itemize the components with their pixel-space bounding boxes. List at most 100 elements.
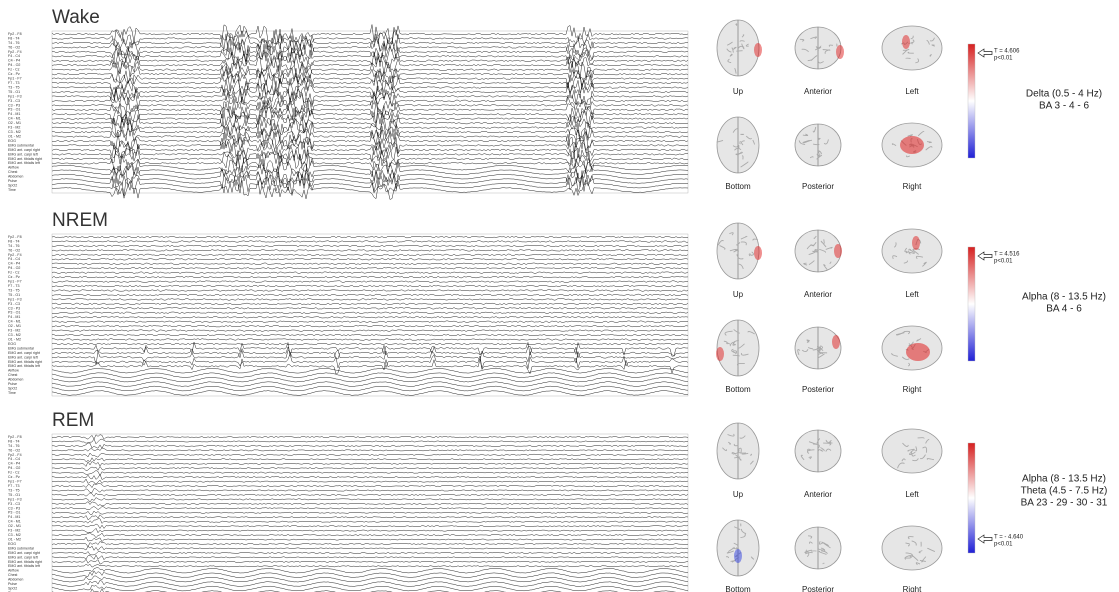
eeg-trace (52, 290, 688, 292)
activation (836, 45, 844, 59)
eeg-trace (52, 439, 688, 444)
channel-label: T3 - T5 (8, 288, 20, 292)
view-label: Anterior (804, 87, 832, 96)
eeg-trace (52, 118, 688, 137)
eeg-trace (52, 483, 688, 487)
eeg-trace (52, 137, 688, 154)
channel-label: T4 - T6 (8, 244, 20, 248)
brain-view (795, 27, 844, 69)
eeg-trace (52, 373, 688, 378)
channel-label: F8 - T4 (8, 36, 20, 40)
band-label: Alpha (8 - 13.5 Hz) (1022, 292, 1106, 303)
figure: WakeFp2 - F8F8 - T4T4 - T6T6 - O2Fp2 - F… (0, 0, 1119, 592)
activation (832, 335, 840, 349)
channel-label: EMG ant. tibialis right (8, 360, 42, 364)
eeg-trace (52, 330, 688, 332)
channel-label: Chest (8, 373, 17, 377)
channel-label: O1 - M2 (8, 337, 21, 341)
view-label: Right (903, 182, 922, 191)
channel-label: C4 - M1 (8, 117, 21, 121)
channel-label: Cz - Pz (8, 72, 20, 76)
channel-label: O1 - M2 (8, 537, 21, 541)
channel-label: F3 - M2 (8, 126, 20, 130)
eeg-trace (52, 250, 688, 252)
eeg-trace (52, 474, 688, 479)
band-label: BA 4 - 6 (1046, 304, 1082, 315)
eeg-trace (52, 524, 688, 528)
brain-view (882, 526, 942, 570)
channel-label: EMG submental (8, 143, 34, 147)
eeg-trace (52, 47, 688, 65)
channel-label: T5 - O1 (8, 493, 20, 497)
eeg-trace (52, 479, 688, 484)
colorbar-arrow (978, 49, 992, 57)
brain-view (795, 430, 841, 472)
channel-label: Chest (8, 573, 17, 577)
brain-view (882, 429, 942, 473)
colorbar (968, 44, 975, 158)
eeg-trace (52, 580, 688, 586)
channel-label: C4 - M1 (8, 320, 21, 324)
channel-label: F4 - M1 (8, 315, 20, 319)
eeg-trace (52, 443, 688, 448)
eeg-trace (52, 551, 688, 555)
eeg-trace (52, 585, 688, 591)
eeg-trace (52, 30, 688, 48)
activation (902, 35, 910, 49)
channel-label: EMG ant. tibialis right (8, 560, 42, 564)
view-label: Right (903, 385, 922, 394)
eeg-trace (52, 254, 688, 256)
eeg-trace (52, 83, 688, 101)
channel-label: EMG ant. carpi left (8, 355, 38, 359)
channel-label: Fp2 - F8 (8, 235, 22, 239)
brain-view (882, 26, 942, 70)
eeg-trace (52, 101, 688, 120)
eeg-trace (52, 359, 688, 374)
channel-label: SpO2 (8, 183, 17, 187)
brain-view (717, 223, 762, 279)
eeg-trace (52, 325, 688, 327)
brain-view (717, 117, 759, 173)
channel-label: C4 - M1 (8, 520, 21, 524)
view-label: Bottom (725, 585, 751, 592)
brain-view (795, 230, 842, 272)
channel-label: T3 - T5 (8, 85, 20, 89)
eeg-trace (52, 241, 688, 243)
channel-label: Cz - Pz (8, 475, 20, 479)
channel-label: T5 - O1 (8, 293, 20, 297)
channel-label: Fp2 - F4 (8, 253, 22, 257)
channel-label: T6 - O2 (8, 448, 20, 452)
channel-label: Fp2 - F8 (8, 435, 22, 439)
channel-label: Airflow (8, 369, 19, 373)
colorbar (968, 443, 975, 553)
eeg-trace (52, 368, 688, 373)
eeg-trace (52, 65, 688, 84)
activation (734, 549, 742, 563)
channel-label: T6 - O2 (8, 248, 20, 252)
channel-label: F7 - T3 (8, 81, 20, 85)
channel-label: F3 - C3 (8, 99, 20, 103)
eeg-trace (52, 502, 688, 506)
p-label: p<0.01 (994, 56, 1013, 62)
eeg-trace (52, 470, 688, 475)
panel-title: REM (52, 410, 94, 431)
eeg-trace (52, 285, 688, 287)
channel-label: F4 - C4 (8, 457, 20, 461)
eeg-trace (52, 386, 688, 391)
eeg-trace (52, 377, 688, 382)
channel-label: T4 - T6 (8, 444, 20, 448)
eeg-trace (52, 299, 688, 301)
brain-view (716, 320, 759, 376)
band-label: BA 3 - 4 - 6 (1039, 101, 1089, 112)
eeg-trace (52, 263, 688, 265)
eeg-trace (52, 312, 688, 314)
eeg-trace (52, 519, 688, 524)
channel-label: Pulse (8, 382, 17, 386)
eeg-trace (52, 462, 688, 467)
channel-label: C3 - M2 (8, 533, 21, 537)
eeg-trace (52, 511, 688, 514)
channel-label: Fz - Cz (8, 68, 20, 72)
eeg-trace (52, 316, 688, 318)
view-label: Up (733, 290, 744, 299)
channel-label: EMG ant. carpi right (8, 148, 40, 152)
